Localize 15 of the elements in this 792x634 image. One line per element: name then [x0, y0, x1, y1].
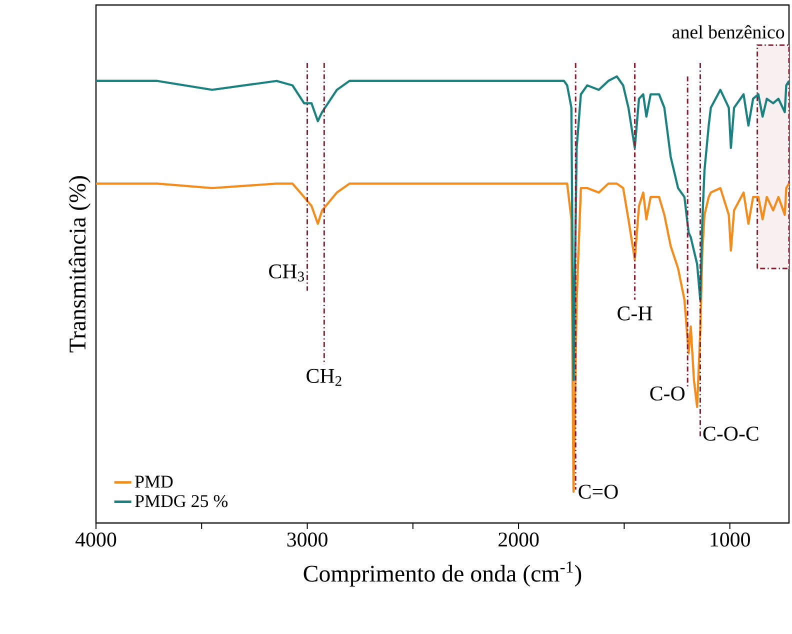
x-tick-label: 3000 [287, 532, 328, 547]
ref-line-label: C-O [650, 386, 685, 401]
x-tick-label: 1000 [710, 532, 750, 547]
ref-line-label: CH$_{2}$ [306, 368, 342, 386]
x-tick-label: 2000 [498, 532, 539, 547]
legend-label: PMDG 25 % [135, 495, 228, 508]
y-axis-title: Transmitância (%) [68, 176, 90, 352]
legend-label: PMD [135, 476, 173, 488]
x-axis-title: Comprimento de onda (cm$^{-1}$) [304, 561, 582, 587]
x-tick-label: 4000 [75, 532, 116, 547]
ref-line-label: C-H [618, 306, 652, 320]
ref-line-label: C-O-C [703, 426, 758, 441]
ref-line-label: CH$_{3}$ [269, 264, 304, 282]
ref-line-label: C=O [578, 484, 618, 499]
band-label: anel benzênico [672, 25, 784, 39]
